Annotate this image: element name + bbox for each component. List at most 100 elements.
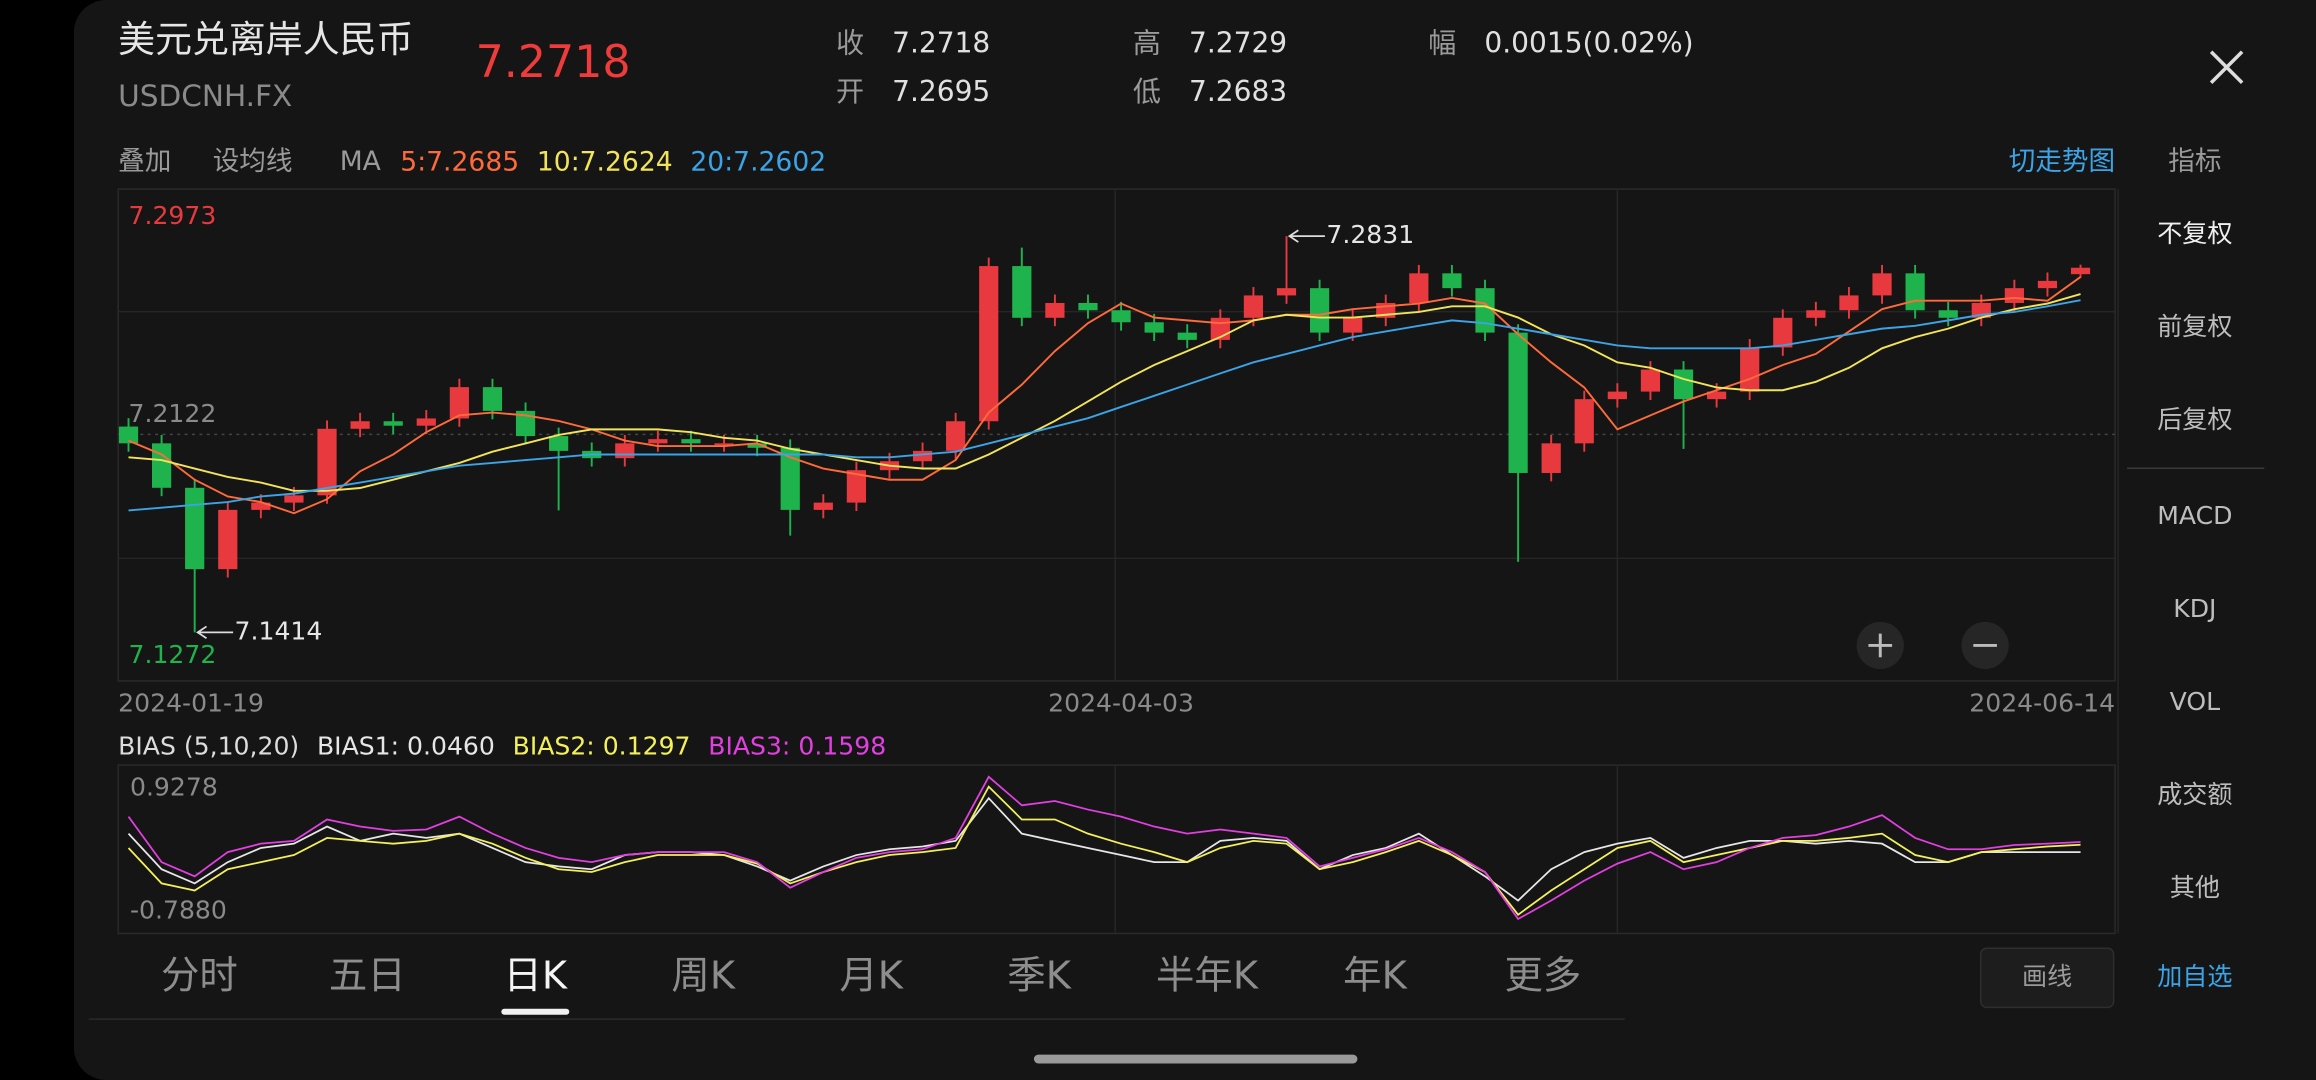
period-tab[interactable]: 日K (503, 953, 567, 998)
candle-body (615, 443, 635, 459)
candle-body (1078, 302, 1098, 311)
adjust-option[interactable]: 不复权 (2157, 219, 2232, 248)
candle-body (515, 410, 536, 437)
candle-body (251, 502, 271, 510)
zoom-in-icon (1868, 633, 1893, 658)
y-tick-label: -0.7880 (130, 895, 227, 924)
ma-line (128, 299, 2081, 512)
candle-body (1938, 310, 1958, 318)
candle-body (1640, 369, 1661, 392)
watchlist-button[interactable]: 加自选 (2157, 962, 2232, 991)
bias-legend-entry: BIAS3: 0.1598 (708, 731, 886, 760)
x-tick-label: 2024-04-03 (1048, 689, 1194, 718)
candle-body (549, 436, 569, 451)
price: 7.2718 (476, 37, 631, 88)
candle-body (1276, 288, 1297, 296)
indicator-option[interactable]: VOL (2170, 687, 2220, 716)
candle-body (1707, 391, 1727, 400)
candle-body (681, 439, 701, 444)
candle-body (979, 266, 999, 422)
indicator-option[interactable]: 其他 (2170, 873, 2220, 902)
toolbar-item[interactable]: 设均线 (213, 146, 293, 177)
ma-legend-entry: 10:7.2624 (537, 146, 673, 177)
period-tab[interactable]: 更多 (1505, 953, 1582, 998)
candle-body (747, 443, 767, 448)
extreme-label: 7.1414 (235, 616, 323, 645)
candle-body (350, 421, 370, 429)
extreme-arrow (196, 625, 234, 639)
quote-label: 幅 (1428, 26, 1456, 59)
candle-body (1607, 391, 1627, 400)
quote-value: 7.2729 (1189, 26, 1287, 59)
adjust-option[interactable]: 前复权 (2157, 312, 2232, 341)
quote-value: 7.2695 (892, 75, 990, 108)
candle-body (1144, 322, 1164, 333)
zoom-out[interactable] (1961, 621, 2009, 670)
candle-body (1409, 273, 1429, 303)
candle-body (2070, 267, 2091, 275)
period-tab[interactable]: 半年K (1156, 953, 1259, 998)
code: USDCNH.FX (118, 79, 292, 113)
bias-legend: BIAS (5,10,20) BIAS1: 0.0460 BIAS2: 0.1297… (118, 731, 886, 760)
candle-body (1773, 317, 1793, 348)
candle-body (482, 387, 503, 411)
toolbar-item[interactable]: 叠加 (118, 146, 171, 177)
candle-body (648, 439, 668, 444)
candle-body (1343, 317, 1363, 333)
draw-button[interactable]: 画线 (2022, 962, 2072, 991)
x-tick-label: 2024-01-19 (118, 689, 264, 718)
candle-body (1740, 347, 1760, 392)
quote-value: 0.0015(0.02%) (1484, 26, 1693, 59)
y-tick-label: 7.1272 (129, 640, 217, 669)
extreme-label: 7.2831 (1326, 220, 1414, 249)
indicator-option[interactable]: MACD (2157, 501, 2232, 530)
indicator-option[interactable]: KDJ (2173, 594, 2216, 623)
candle-body (449, 387, 469, 419)
zoom-in[interactable] (1856, 621, 1904, 670)
candle-body (151, 443, 172, 488)
close-button[interactable] (2209, 50, 2244, 84)
candle-body (1905, 273, 1925, 311)
candle-body (946, 421, 966, 451)
bias-line (127, 775, 2081, 921)
y-tick-label: 0.9278 (130, 773, 218, 802)
adjust-option[interactable]: 后复权 (2157, 405, 2232, 434)
draw-button-bg (1979, 947, 2115, 1009)
candle-body (1111, 310, 1131, 323)
period-tab[interactable]: 季K (1007, 953, 1071, 998)
bias-legend-entry: BIAS2: 0.1297 (513, 731, 691, 760)
period-tab[interactable]: 年K (1343, 953, 1407, 998)
candle-body (383, 421, 403, 426)
candle-body (1839, 295, 1859, 311)
period-tab[interactable]: 五日 (329, 953, 406, 998)
candle-body (1541, 443, 1561, 473)
candle-body (714, 443, 734, 446)
period-tab[interactable]: 分时 (161, 953, 238, 998)
candle-body (1309, 288, 1330, 333)
ma-line (128, 276, 2082, 515)
indicator-button[interactable]: 指标 (2168, 146, 2221, 177)
switch-chart[interactable]: 切走势图 (2009, 146, 2115, 177)
candle-body (780, 447, 800, 510)
extreme-arrow (1287, 229, 1325, 243)
quote-label: 收 (836, 26, 864, 59)
candle-body (1442, 273, 1462, 289)
close-icon (2209, 50, 2244, 84)
candle-body (2037, 280, 2058, 289)
ma-legend-entry: 20:7.2602 (690, 146, 826, 177)
candle-body (416, 418, 436, 426)
period-tab[interactable]: 周K (671, 953, 735, 998)
x-tick-label: 2024-06-14 (1969, 689, 2115, 718)
ma-legend: 5:7.2685 10:7.2624 20:7.2602 (400, 146, 826, 177)
panel (73, 0, 2316, 1080)
ma-line (128, 293, 2081, 492)
candle-body (284, 495, 304, 503)
quote-value: 7.2718 (892, 26, 990, 59)
bias-frame (117, 764, 2116, 935)
candle-body (1475, 288, 1495, 333)
indicator-option[interactable]: 成交额 (2157, 780, 2232, 809)
candle-body (813, 502, 833, 510)
period-tab[interactable]: 月K (839, 953, 903, 998)
tab-underline (501, 1008, 570, 1015)
